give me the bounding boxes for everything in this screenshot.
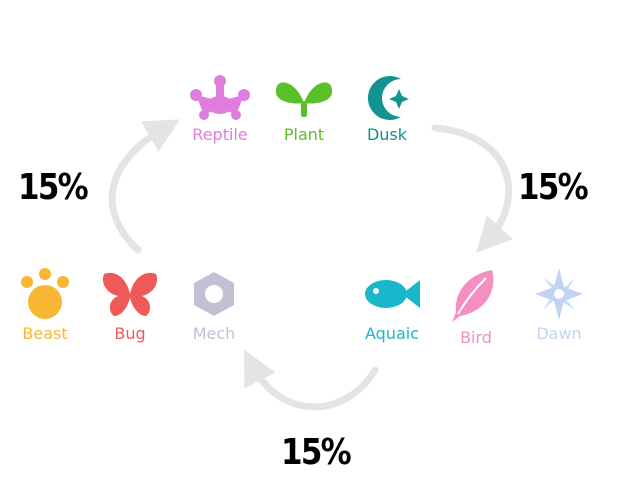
bug-icon — [102, 272, 158, 316]
arrow-bottom-cycle — [244, 349, 379, 411]
aquatic-icon — [365, 280, 420, 308]
reptile-icon — [190, 75, 250, 120]
class-reptile: Reptile — [175, 75, 265, 144]
percentage-left: 15% — [18, 167, 89, 208]
percentage-bottom: 15% — [281, 432, 352, 473]
aquaic-label: Aquaic — [364, 324, 419, 343]
beast-label: Beast — [22, 324, 68, 343]
beast-icon — [21, 268, 69, 319]
class-plant: Plant — [259, 75, 349, 144]
class-bird: Bird — [431, 268, 521, 347]
mech-icon — [194, 272, 234, 316]
dusk-icon — [367, 76, 409, 121]
class-bug: Bug — [85, 268, 175, 343]
mech-label: Mech — [192, 324, 236, 343]
class-dusk: Dusk — [342, 75, 432, 144]
class-dawn: Dawn — [514, 268, 604, 343]
plant-icon — [275, 82, 333, 117]
class-beast: Beast — [0, 268, 90, 343]
bug-label: Bug — [114, 324, 146, 343]
arrow-left-cycle — [108, 119, 181, 254]
class-aquaic: Aquaic — [347, 268, 437, 343]
plant-label: Plant — [283, 125, 325, 144]
reptile-label: Reptile — [192, 125, 248, 144]
dusk-label: Dusk — [366, 125, 408, 144]
arrow-right-cycle — [431, 124, 513, 253]
dawn-icon — [535, 268, 583, 320]
bird-label: Bird — [460, 328, 492, 347]
class-mech: Mech — [169, 268, 259, 343]
bird-icon — [452, 270, 494, 322]
percentage-right: 15% — [518, 167, 589, 208]
dawn-label: Dawn — [536, 324, 582, 343]
